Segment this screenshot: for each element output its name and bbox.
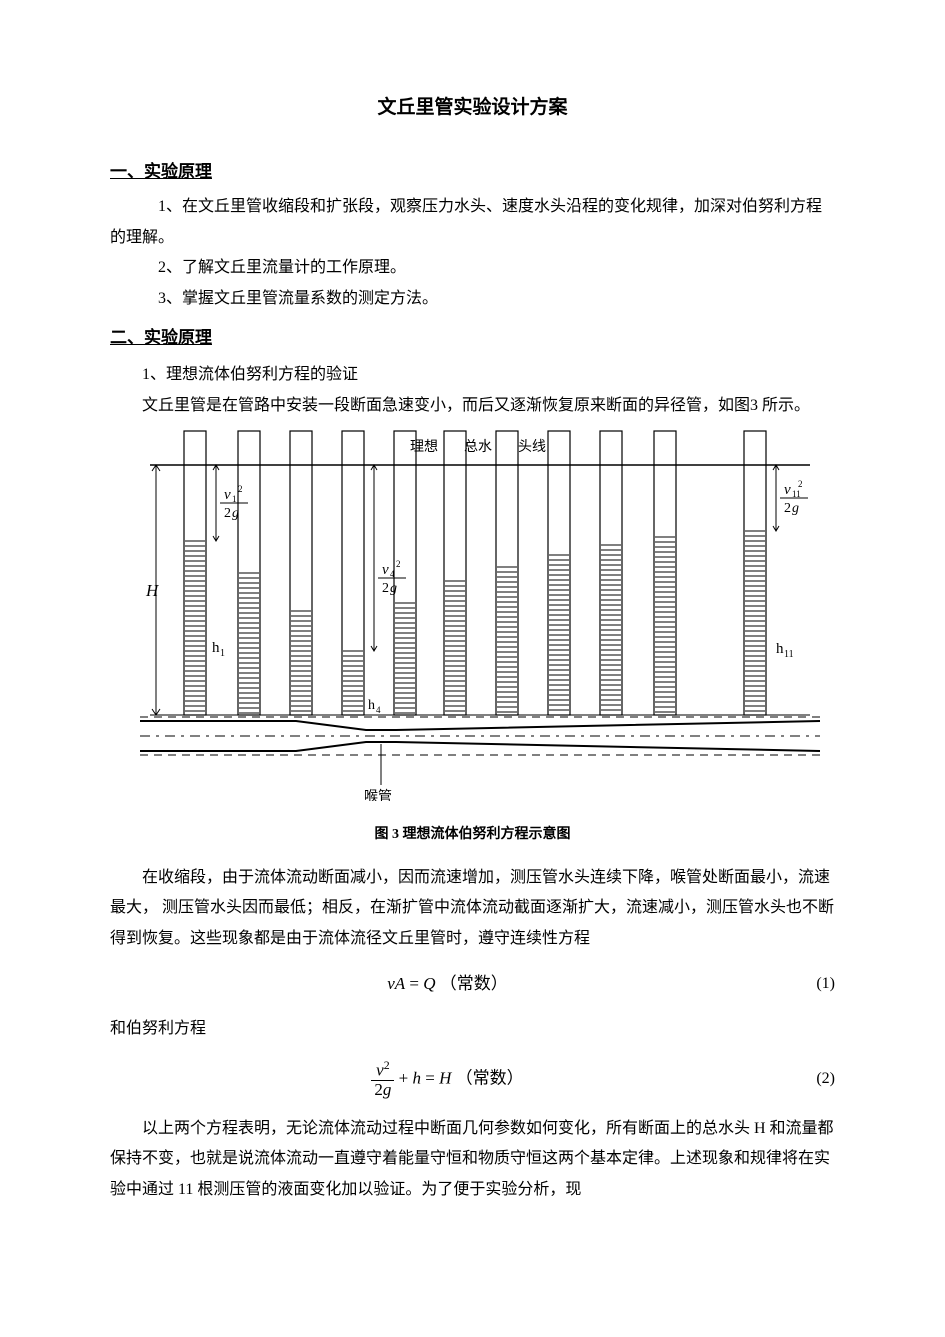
sec2-p3: 在收缩段，由于流体流动断面减小，因而流速增加，测压管水头连续下降，喉管处断面最小…	[110, 863, 835, 954]
equation-1: vA = Q （常数） (1)	[110, 968, 835, 1000]
svg-text:2: 2	[798, 479, 803, 489]
svg-text:g: g	[232, 506, 239, 521]
svg-text:2: 2	[382, 581, 389, 596]
svg-text:v: v	[224, 487, 231, 503]
page: 文丘里管实验设计方案 一、实验原理 1、在文丘里管收缩段和扩张段，观察压力水头、…	[0, 0, 945, 1265]
sec2-p4: 和伯努利方程	[110, 1014, 835, 1044]
eq2-plus: +	[394, 1068, 412, 1087]
sec2-p2: 文丘里管是在管路中安装一段断面急速变小，而后又逐渐恢复原来断面的异径管，如图3 …	[110, 391, 835, 421]
equation-2-number: (2)	[785, 1064, 835, 1094]
eq2-den: 2g	[374, 1080, 391, 1099]
equation-1-number: (1)	[785, 969, 835, 999]
eq2-num-v: v	[376, 1061, 384, 1080]
svg-text:11: 11	[792, 489, 801, 499]
eq1-note: （常数）	[436, 974, 508, 993]
eq2-frac: v2 2g	[371, 1059, 394, 1100]
svg-text:4: 4	[376, 705, 381, 715]
section-2-head: 二、实验原理	[110, 322, 835, 354]
svg-text:喉管: 喉管	[364, 789, 392, 801]
svg-text:v: v	[784, 482, 791, 498]
equation-1-body: vA = Q （常数）	[110, 968, 785, 1000]
svg-text:2: 2	[224, 506, 231, 521]
svg-text:11: 11	[784, 649, 794, 660]
svg-text:2: 2	[396, 559, 401, 569]
eq2-note: （常数）	[451, 1068, 523, 1087]
section-1-head: 一、实验原理	[110, 156, 835, 188]
svg-text:g: g	[390, 581, 397, 596]
sec2-p5: 以上两个方程表明，无论流体流动过程中断面几何参数如何变化，所有断面上的总水头 H…	[110, 1114, 835, 1205]
sec1-p3: 3、掌握文丘里管流量系数的测定方法。	[110, 284, 835, 314]
svg-text:1: 1	[232, 494, 237, 504]
equation-2: v2 2g + h = H （常数） (2)	[110, 1059, 835, 1100]
eq1-Q: Q	[423, 974, 435, 993]
figure-3-svg: 理想总水头线Hv122gh1v422gh4v1122gh11喉管	[110, 421, 830, 801]
svg-text:理想: 理想	[410, 439, 438, 455]
svg-text:2: 2	[784, 501, 791, 516]
svg-text:h: h	[368, 698, 375, 713]
document-title: 文丘里管实验设计方案	[110, 90, 835, 126]
svg-text:h: h	[212, 640, 220, 656]
eq2-num-sup: 2	[384, 1058, 390, 1072]
eq2-H: H	[439, 1068, 451, 1087]
svg-text:g: g	[792, 501, 799, 516]
svg-text:总水: 总水	[464, 439, 492, 455]
svg-text:h: h	[776, 641, 784, 657]
svg-text:2: 2	[238, 484, 243, 494]
eq1-v: v	[387, 974, 395, 993]
svg-text:H: H	[145, 581, 160, 600]
eq1-eq: =	[405, 974, 423, 993]
svg-text:1: 1	[220, 648, 225, 659]
eq1-A: A	[395, 974, 405, 993]
svg-text:头线: 头线	[518, 439, 546, 455]
figure-3: 理想总水头线Hv122gh1v422gh4v1122gh11喉管	[110, 421, 835, 812]
equation-2-body: v2 2g + h = H （常数）	[110, 1059, 785, 1100]
svg-text:4: 4	[390, 569, 395, 579]
eq2-h: h	[412, 1068, 421, 1087]
eq2-eq: =	[421, 1068, 439, 1087]
sec1-p2: 2、了解文丘里流量计的工作原理。	[110, 253, 835, 283]
sec1-p1: 1、在文丘里管收缩段和扩张段，观察压力水头、速度水头沿程的变化规律，加深对伯努利…	[110, 192, 835, 253]
svg-text:v: v	[382, 562, 389, 578]
sec2-p1: 1、理想流体伯努利方程的验证	[110, 360, 835, 390]
figure-3-caption: 图 3 理想流体伯努利方程示意图	[110, 822, 835, 849]
